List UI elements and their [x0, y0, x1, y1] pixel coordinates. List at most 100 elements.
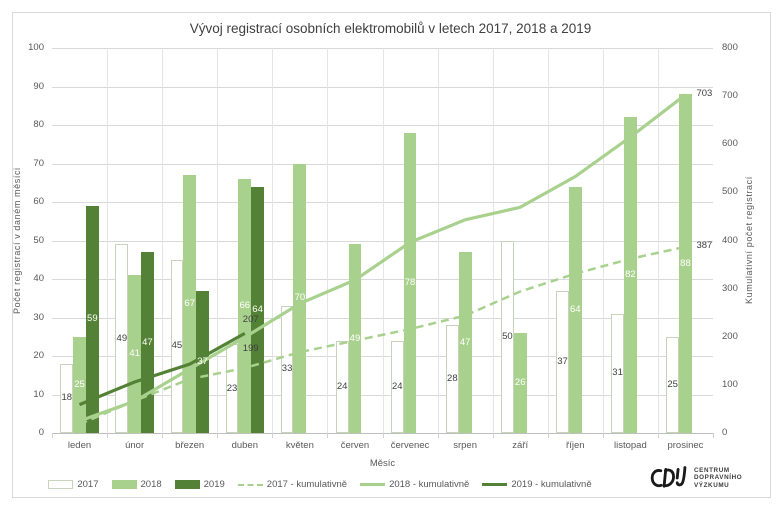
bar-2019-únor [141, 252, 154, 433]
bar-2017-listopad [611, 313, 624, 433]
bar-value-label: 41 [129, 348, 140, 360]
bar-value-label: 37 [557, 355, 568, 367]
bar-value-label: 25 [74, 378, 85, 390]
bar-value-label: 24 [336, 380, 348, 392]
bar-2018-červen [348, 244, 362, 433]
legend-label: 2019 [203, 479, 225, 490]
gridline [52, 48, 713, 49]
x-axis-tick-label: květen [285, 440, 314, 451]
cdv-logo: CENTRUM DOPRAVNÍHO VÝZKUMU [649, 463, 742, 493]
x-axis-tick-label: srpen [453, 440, 477, 451]
legend-label: 2018 - kumulativně [389, 479, 470, 490]
gridline [52, 240, 713, 242]
bar-value-label: 49 [349, 332, 361, 344]
x-axis-tick [548, 433, 549, 438]
chart-frame [12, 12, 771, 498]
bar-2018-květen [293, 163, 307, 433]
x-axis-title: Měsíc [369, 458, 396, 469]
x-axis-tick-label: červen [340, 440, 370, 451]
y-axis-tick-label-right: 100 [722, 378, 738, 390]
bar-value-label: 47 [142, 336, 153, 348]
x-axis-tick [217, 433, 218, 438]
x-axis-tick [327, 433, 328, 438]
gridline [548, 48, 549, 433]
y-axis-tick-label-left: 100 [28, 42, 44, 53]
bar-2018-říjen [568, 186, 582, 433]
x-axis-tick-label: leden [67, 440, 92, 451]
bar-value-label: 82 [625, 269, 636, 281]
y-axis-tick-label-left: 40 [33, 273, 44, 284]
x-axis-tick [493, 433, 494, 438]
bar-2017-červen [335, 340, 349, 433]
legend-bar-swatch [111, 480, 137, 489]
bar-2019-leden [85, 205, 99, 433]
bar-2018-srpen [458, 252, 472, 433]
gridline [107, 48, 108, 433]
y-axis-tick-label-right: 700 [722, 90, 738, 102]
x-axis-tick-label: červenec [390, 440, 430, 451]
y-axis-tick-label-right: 0 [722, 427, 728, 438]
gridline [52, 86, 713, 88]
cdv-logo-text: CENTRUM DOPRAVNÍHO VÝZKUMU [694, 467, 742, 490]
legend-label: 2018 [140, 479, 162, 490]
bar-2017-březen [170, 259, 184, 433]
bar-value-label: 78 [404, 276, 416, 288]
bar-value-label: 64 [252, 303, 263, 315]
logo-text-line: CENTRUM [694, 466, 730, 474]
bar-2018-listopad [623, 117, 637, 433]
bar-value-label: 24 [391, 380, 403, 392]
bar-2019-duben [251, 186, 264, 433]
legend-item-2019: 2019 [174, 479, 225, 490]
bar-value-label: 37 [197, 355, 208, 367]
y-axis-tick-label-left: 70 [33, 157, 44, 169]
bar-2018-červenec [403, 132, 417, 433]
legend-item-2019 - kumulativně: 2019 - kumulativně [482, 479, 592, 490]
gridline [383, 48, 384, 433]
gridline [217, 48, 218, 433]
legend-line-swatch [482, 483, 508, 486]
y-axis-tick-label-right: 600 [722, 138, 738, 150]
bar-value-label: 67 [184, 298, 195, 310]
x-axis-tick [52, 433, 53, 438]
x-axis-tick [272, 433, 273, 438]
y-axis-tick-label-left: 30 [33, 311, 44, 323]
bar-value-label: 25 [667, 378, 678, 390]
legend-label: 2017 [77, 479, 99, 490]
x-axis-tick [713, 433, 714, 438]
bar-2017-prosinec [666, 336, 680, 433]
x-axis-tick-label: říjen [566, 440, 585, 451]
gridline [52, 317, 713, 319]
bar-value-label: 23 [226, 382, 238, 394]
line-2017 - kumulativně [79, 245, 686, 426]
bar-value-label: 64 [570, 303, 581, 315]
y-axis-tick-label-left: 0 [38, 427, 44, 438]
bar-value-label: 28 [447, 373, 458, 385]
bar-value-label: 33 [281, 363, 293, 375]
legend-item-2017 - kumulativně: 2017 - kumulativně [237, 479, 347, 490]
gridline [272, 48, 273, 433]
x-axis-tick-label: listopad [613, 440, 647, 451]
line-2018 - kumulativně [78, 93, 687, 423]
y-axis-tick-label-right: 400 [722, 234, 738, 246]
line-value-label: 703 [696, 87, 713, 99]
legend: 2017 2018 2019 2017 - kumulativně 2018 - kum… [0, 479, 640, 490]
y-axis-tick-label-left: 10 [33, 388, 44, 400]
bar-2018-září [513, 332, 527, 433]
y-axis-tick-label-left: 60 [33, 196, 44, 207]
x-axis-tick-label: prosinec [667, 440, 704, 451]
bar-2017-srpen [445, 325, 459, 433]
legend-item-2018 - kumulativně: 2018 - kumulativně [360, 479, 469, 490]
line-value-label: 387 [696, 239, 713, 251]
bar-value-label: 31 [612, 367, 623, 379]
x-axis-tick-label: září [512, 440, 529, 451]
y-axis-tick-label-right: 800 [722, 42, 738, 53]
bar-value-label: 59 [87, 313, 98, 325]
bar-value-label: 49 [116, 332, 128, 344]
y-axis-tick-label-left: 90 [33, 80, 44, 92]
bar-2017-červenec [390, 340, 404, 433]
y-axis-tick-label-right: 500 [722, 186, 738, 198]
logo-text-line: VÝZKUMU [694, 481, 730, 489]
gridline [162, 48, 163, 433]
gridline [493, 48, 494, 433]
